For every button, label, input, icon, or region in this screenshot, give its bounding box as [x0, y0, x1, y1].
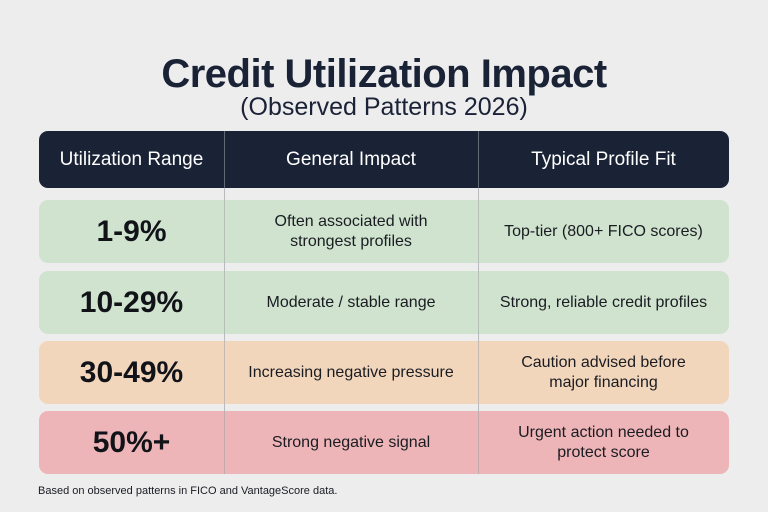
page-title: Credit Utilization Impact	[161, 52, 607, 96]
row-divider	[224, 341, 225, 404]
row-divider	[224, 200, 225, 263]
table-row: 50%+ Strong negative signal Urgent actio…	[39, 411, 729, 474]
impact-cell: Increasing negative pressure	[248, 363, 454, 381]
impact-cell: Strong negative signal	[271, 433, 431, 451]
header-divider	[478, 131, 479, 188]
range-cell: 10-29%	[79, 285, 184, 319]
range-cell: 1-9%	[96, 214, 167, 248]
table-row: 10-29% Moderate / stable range Strong, r…	[39, 271, 729, 334]
profile-cell: Caution advised before major financing	[521, 353, 686, 391]
row-divider	[224, 411, 225, 474]
header-general-impact: General Impact	[286, 148, 416, 170]
profile-cell: Top-tier (800+ FICO scores)	[504, 222, 703, 240]
profile-cell: Urgent action needed to protect score	[518, 423, 689, 461]
row-divider	[478, 411, 479, 474]
page-subtitle: (Observed Patterns 2026)	[240, 93, 528, 121]
row-divider	[478, 341, 479, 404]
footnote: Based on observed patterns in FICO and V…	[38, 485, 338, 497]
range-cell: 30-49%	[79, 355, 184, 389]
range-cell: 50%+	[92, 425, 171, 459]
impact-cell: Often associated with strongest profiles	[274, 212, 428, 250]
table-row: 1-9% Often associated with strongest pro…	[39, 200, 729, 263]
row-divider	[478, 200, 479, 263]
header-typical-profile-fit: Typical Profile Fit	[531, 148, 676, 170]
impact-cell: Moderate / stable range	[266, 293, 436, 311]
header-divider	[224, 131, 225, 188]
profile-cell: Strong, reliable credit profiles	[499, 293, 708, 311]
table-row: 30-49% Increasing negative pressure Caut…	[39, 341, 729, 404]
table-header: Utilization Range General Impact Typical…	[39, 131, 729, 188]
row-divider	[478, 271, 479, 334]
header-utilization-range: Utilization Range	[59, 148, 204, 170]
row-divider	[224, 271, 225, 334]
